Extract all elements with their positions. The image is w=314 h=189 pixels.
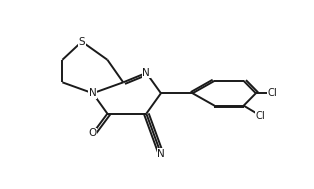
Text: Cl: Cl <box>256 111 266 121</box>
Text: N: N <box>157 149 165 159</box>
Text: N: N <box>89 88 97 98</box>
Text: O: O <box>89 128 97 138</box>
Text: S: S <box>78 37 85 47</box>
Text: Cl: Cl <box>268 88 278 98</box>
Text: N: N <box>143 68 150 78</box>
